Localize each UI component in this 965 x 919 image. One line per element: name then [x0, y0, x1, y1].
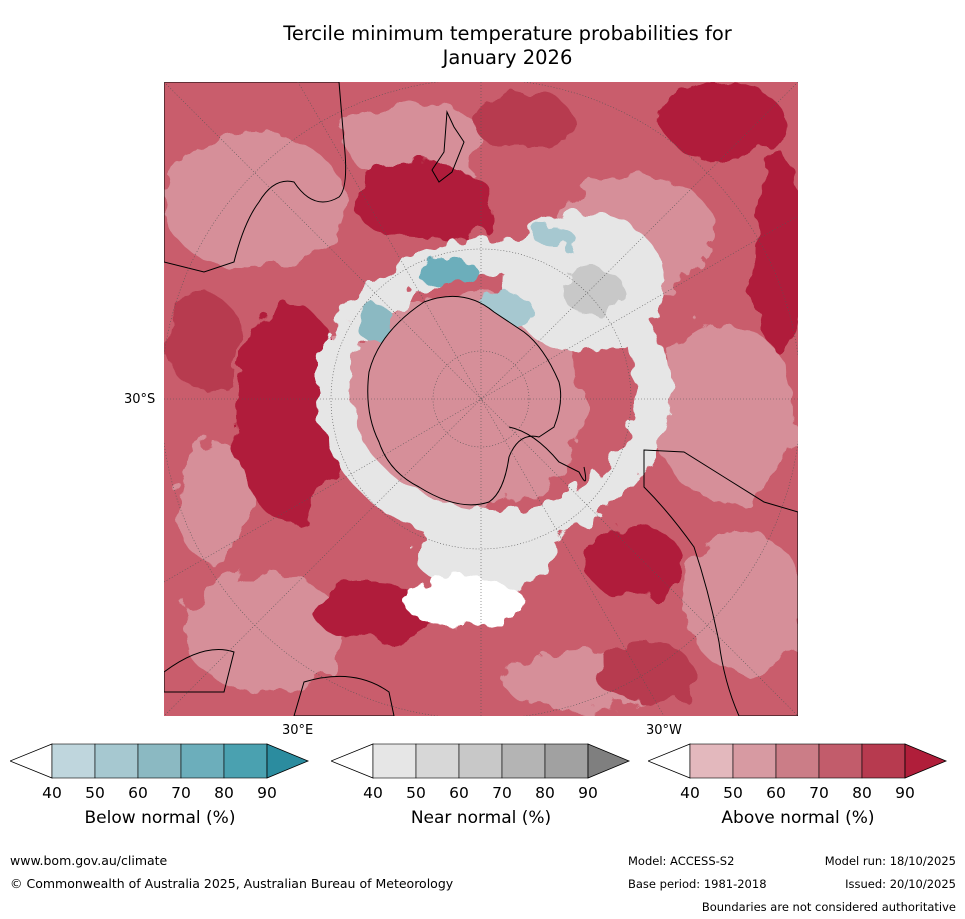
colorbar-below-svg — [8, 743, 310, 779]
colorbar-near-cell — [415, 743, 460, 779]
antarctica-landmass — [367, 295, 562, 506]
colorbar-near-cell — [458, 743, 503, 779]
tick-label: 50 — [85, 784, 105, 802]
colorbar-near-cells — [372, 743, 589, 779]
lat-label-30s: 30°S — [124, 392, 156, 407]
title-line-1: Tercile minimum temperature probabilitie… — [283, 22, 732, 45]
disclaimer-text: Boundaries are not considered authoritat… — [701, 900, 956, 914]
tick-label: 60 — [766, 784, 786, 802]
tick-label: 70 — [809, 784, 829, 802]
graticule — [164, 82, 798, 716]
tick-label: 80 — [214, 784, 234, 802]
copyright-text: © Commonwealth of Australia 2025, Austra… — [10, 876, 454, 891]
colorbar-near-label: Near normal (%) — [410, 808, 552, 828]
title-line-2: January 2026 — [442, 46, 573, 69]
colorbar-above-cell — [818, 743, 863, 779]
lon-label-30w: 30°W — [646, 723, 682, 738]
colorbar-below-cell — [51, 743, 96, 779]
website-text: www.bom.gov.au/climate — [10, 853, 168, 868]
tick-label: 70 — [171, 784, 191, 802]
colorbar-above — [646, 743, 948, 783]
tick-label: 40 — [42, 784, 62, 802]
colorbar-below-cell — [223, 743, 268, 779]
colorbar-below-cell — [137, 743, 182, 779]
tick-label: 80 — [852, 784, 872, 802]
colorbar-below-cells — [51, 743, 268, 779]
tick-label: 90 — [895, 784, 915, 802]
tick-label: 80 — [535, 784, 555, 802]
tick-label: 60 — [128, 784, 148, 802]
tick-label: 40 — [680, 784, 700, 802]
tick-label: 50 — [406, 784, 426, 802]
new-zealand-outline — [431, 110, 465, 183]
tick-label: 90 — [257, 784, 277, 802]
map-svg — [164, 82, 798, 716]
chart-title: Tercile minimum temperature probabilitie… — [160, 22, 855, 70]
colorbar-below-label: Below normal (%) — [84, 808, 236, 828]
colorbar-near-cell — [544, 743, 589, 779]
colorbar-above-cell — [732, 743, 777, 779]
colorbar-above-svg — [646, 743, 948, 779]
colorbar-near-cell — [372, 743, 417, 779]
model-run-text: Model run: 18/10/2025 — [824, 854, 956, 868]
tick-label: 50 — [723, 784, 743, 802]
below-normal-patches — [354, 227, 574, 340]
south-america-outline — [643, 449, 798, 716]
model-text: Model: ACCESS-S2 — [628, 854, 735, 868]
dark-red-regions — [169, 82, 798, 702]
antarctic-peninsula — [508, 426, 587, 482]
issued-text: Issued: 20/10/2025 — [845, 877, 956, 891]
tick-label: 60 — [449, 784, 469, 802]
colorbar-below-cell — [94, 743, 139, 779]
colorbar-below-cell — [180, 743, 225, 779]
colorbar-near-svg — [329, 743, 631, 779]
colorbar-above-cells — [689, 743, 906, 779]
africa-outline — [164, 649, 235, 693]
lon-label-30e: 30°E — [282, 723, 314, 738]
colorbar-above-cell — [775, 743, 820, 779]
tick-label: 70 — [492, 784, 512, 802]
colorbar-above-label: Above normal (%) — [721, 808, 875, 828]
colorbar-below — [8, 743, 310, 783]
tick-label: 90 — [578, 784, 598, 802]
probability-map — [164, 82, 798, 716]
near-normal-ring — [317, 212, 671, 627]
australia-outline — [164, 82, 347, 273]
tick-label: 40 — [363, 784, 383, 802]
madagascar-outline — [293, 675, 395, 716]
colorbar-above-cell — [861, 743, 906, 779]
colorbar-above-cell — [689, 743, 734, 779]
base-period-text: Base period: 1981-2018 — [628, 877, 767, 891]
colorbar-near — [329, 743, 631, 783]
colorbar-near-cell — [501, 743, 546, 779]
